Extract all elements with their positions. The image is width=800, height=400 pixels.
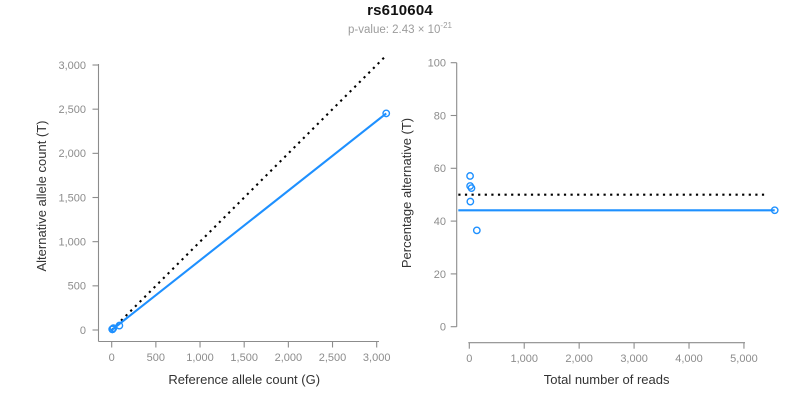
x-tick-label: 4,000 (675, 353, 703, 365)
y-tick-label: 1,500 (58, 192, 86, 204)
x-tick-label: 2,000 (275, 352, 303, 364)
x-tick-label: 500 (147, 352, 165, 364)
pvalue-exponent: -21 (440, 21, 452, 30)
y-tick-label: 1,000 (58, 237, 86, 249)
x-tick-label: 2,000 (565, 353, 593, 365)
y-tick-label: 60 (434, 163, 446, 175)
data-point (382, 109, 391, 118)
x-tick-label: 5,000 (730, 353, 758, 365)
x-tick-label: 1,000 (186, 352, 214, 364)
y-tick-label: 3,000 (58, 60, 86, 72)
y-tick-label: 20 (434, 269, 446, 281)
x-axis-title: Reference allele count (G) (168, 372, 320, 387)
x-tick-label: 0 (466, 353, 472, 365)
pvalue-base: p-value: 2.43 × 10 (348, 23, 441, 36)
y-tick-label: 0 (80, 325, 86, 337)
y-tick-label: 80 (434, 110, 446, 122)
pvalue-subtitle: p-value: 2.43 × 10-21 (0, 21, 800, 36)
data-point (115, 321, 124, 330)
y-tick-label: 100 (428, 58, 446, 70)
fit-line (111, 112, 387, 331)
x-tick-label: 1,500 (230, 352, 258, 364)
data-point (467, 184, 476, 193)
x-tick-label: 1,000 (510, 353, 538, 365)
x-tick-label: 3,000 (620, 353, 648, 365)
x-axis-title: Total number of reads (544, 372, 670, 387)
page-title: rs610604 (367, 2, 433, 19)
data-point (466, 172, 474, 180)
identity-line (110, 54, 388, 331)
y-tick-label: 2,500 (58, 104, 86, 116)
y-tick-label: 500 (68, 281, 86, 293)
y-axis-title: Alternative allele count (T) (34, 120, 49, 271)
y-tick-label: 0 (440, 322, 446, 334)
x-tick-label: 3,000 (363, 352, 391, 364)
data-point (466, 197, 475, 206)
data-point (770, 206, 779, 215)
y-axis-title: Percentage alternative (T) (399, 118, 414, 268)
x-tick-label: 2,500 (319, 352, 347, 364)
y-tick-label: 40 (434, 216, 446, 228)
y-tick-label: 2,000 (58, 148, 86, 160)
data-point (472, 226, 481, 235)
x-tick-label: 0 (109, 352, 115, 364)
